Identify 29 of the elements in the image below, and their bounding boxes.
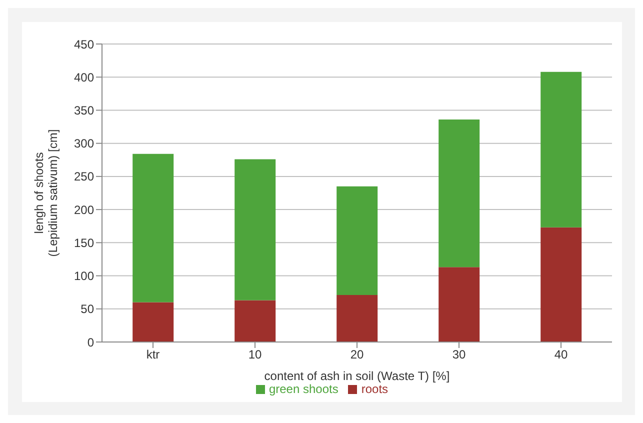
bar <box>438 267 480 342</box>
bar <box>540 72 582 228</box>
y-tick-label: 400 <box>74 70 94 84</box>
y-tick-label: 350 <box>74 103 94 118</box>
bar <box>336 294 378 342</box>
y-tick-label: 300 <box>74 136 94 151</box>
legend-label: green shoots <box>268 382 338 396</box>
y-axis-title: lengh of shoots (Lepidium sativum) [cm] <box>32 129 60 257</box>
bar <box>234 159 276 300</box>
y-tick-label: 450 <box>74 37 94 52</box>
y-tick-label: 150 <box>74 236 94 250</box>
bar <box>438 119 480 268</box>
y-tick-label: 250 <box>74 170 94 184</box>
x-tick-label: 40 <box>554 348 568 362</box>
x-tick-label: 20 <box>350 348 364 362</box>
x-tick-label: ktr <box>146 348 160 362</box>
y-tick-label: 50 <box>80 302 94 316</box>
y-tick-label: 0 <box>87 335 94 350</box>
x-axis-title: content of ash in soil (Waste T) [%] <box>264 369 450 383</box>
x-tick-label: 10 <box>248 348 262 362</box>
bar <box>132 154 174 302</box>
legend-label: roots <box>361 382 388 396</box>
bar <box>336 186 378 295</box>
y-tick-label: 200 <box>74 202 94 217</box>
bar <box>132 302 174 342</box>
x-tick-label: 30 <box>452 348 466 362</box>
bar <box>540 227 582 342</box>
y-tick-label: 100 <box>74 269 94 284</box>
bar <box>234 300 276 342</box>
